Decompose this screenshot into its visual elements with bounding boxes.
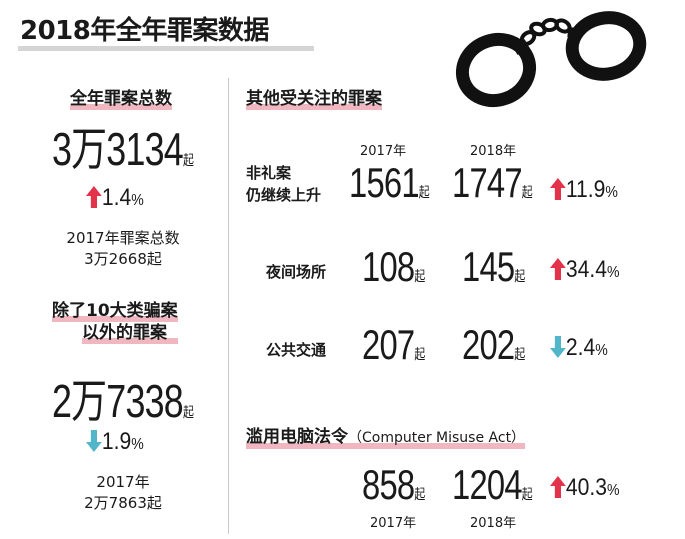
arrow-up-icon: [550, 476, 566, 498]
excl-value-wan: 2万: [52, 375, 107, 427]
excl-value: 2万7338起: [52, 378, 194, 424]
misuse-change-pct: 40.3: [565, 474, 607, 501]
row2-v2017: 108起: [362, 246, 425, 288]
row1-label-line1: 非礼案: [246, 164, 292, 182]
total-heading-box: 全年罪案总数: [70, 88, 172, 110]
pct-symbol: %: [606, 264, 620, 281]
excl-heading-line1: 除了10大类骗案: [52, 301, 178, 321]
misuse-v2018: 1204起: [452, 464, 533, 506]
total-change-symbol: %: [131, 192, 144, 209]
excl-value-digits: 7338: [106, 375, 183, 427]
row2-change: 34.4%: [550, 258, 619, 282]
row2-v2018-num: 145: [462, 243, 515, 290]
misuse-v2018-num: 1204: [452, 461, 523, 508]
pct-symbol: %: [595, 342, 608, 359]
row1-v2017: 1561起: [349, 162, 430, 204]
row3-v2018-num: 202: [462, 321, 515, 368]
unit: 起: [414, 269, 426, 285]
row2-v2018: 145起: [462, 246, 525, 288]
total-heading: 全年罪案总数: [70, 89, 172, 109]
excl-change-symbol: %: [131, 436, 144, 453]
total-value-unit: 起: [182, 153, 194, 169]
row1-v2018: 1747起: [452, 162, 533, 204]
total-prev-value: 3万2668起: [84, 250, 162, 268]
misuse-heading-box: 滥用电脑法令（Computer Misuse Act）: [246, 426, 526, 449]
handcuffs-icon: [455, 11, 647, 107]
row3-label: 公共交通: [266, 341, 327, 359]
arrow-up-icon: [550, 178, 566, 200]
row1-v2017-num: 1561: [349, 159, 420, 206]
excl-change: 1.9%: [86, 430, 144, 454]
year-2018-label: 2018年: [470, 144, 517, 159]
arrow-down-icon: [550, 336, 566, 358]
arrow-up-icon: [86, 186, 102, 208]
misuse-year-2018: 2018年: [470, 516, 517, 531]
arrow-up-icon: [550, 258, 566, 280]
misuse-year-2017: 2017年: [370, 516, 417, 531]
excl-prev-label: 2017年: [96, 473, 150, 491]
total-change-pct: 1.4: [101, 184, 132, 211]
total-change: 1.4%: [86, 186, 144, 210]
misuse-v2017: 858起: [362, 464, 425, 506]
row2-label: 夜间场所: [266, 263, 327, 281]
unit: 起: [414, 487, 426, 503]
row1-label-line2: 仍继续上升: [246, 186, 322, 204]
row3-change-pct: 2.4: [565, 334, 596, 361]
row1-v2018-num: 1747: [452, 159, 523, 206]
misuse-v2017-num: 858: [362, 461, 415, 508]
excl-heading-box: 除了10大类骗案 以外的罪案: [52, 300, 178, 344]
misuse-heading-en: （Computer Misuse Act）: [348, 430, 526, 446]
excl-heading-line2: 以外的罪案: [82, 323, 167, 343]
row3-change: 2.4%: [550, 336, 608, 360]
unit: 起: [521, 487, 533, 503]
row2-change-pct: 34.4: [565, 256, 607, 283]
unit: 起: [514, 269, 526, 285]
right-heading-box: 其他受关注的罪案: [246, 88, 382, 110]
right-heading: 其他受关注的罪案: [246, 89, 382, 109]
misuse-heading-cn: 滥用电脑法令: [246, 427, 348, 447]
unit: 起: [514, 347, 526, 363]
unit: 起: [414, 347, 426, 363]
row3-v2018: 202起: [462, 324, 525, 366]
total-value-digits: 3134: [106, 123, 183, 175]
pct-symbol: %: [605, 184, 618, 201]
excl-heading-line2-wrap: 以外的罪案: [82, 322, 178, 344]
row1-change-pct: 11.9: [565, 176, 606, 203]
excl-value-unit: 起: [182, 405, 194, 421]
excl-change-pct: 1.9: [101, 428, 132, 455]
row2-v2017-num: 108: [362, 243, 415, 290]
misuse-heading: 滥用电脑法令（Computer Misuse Act）: [246, 426, 525, 449]
unit: 起: [521, 185, 533, 201]
total-prev-label: 2017年罪案总数: [66, 229, 180, 247]
arrow-down-icon: [86, 430, 102, 452]
row3-v2017: 207起: [362, 324, 425, 366]
excl-heading-line1-wrap: 除了10大类骗案: [52, 300, 178, 322]
pct-symbol: %: [606, 482, 620, 499]
misuse-change: 40.3%: [550, 476, 619, 500]
total-value-wan: 3万: [52, 123, 107, 175]
excl-prev-value: 2万7863起: [84, 494, 162, 512]
page-title: 2018年全年罪案数据: [20, 16, 269, 46]
column-divider: [228, 78, 229, 534]
year-2017-label: 2017年: [360, 144, 407, 159]
unit: 起: [418, 185, 430, 201]
title-underline: [18, 46, 314, 51]
row3-v2017-num: 207: [362, 321, 415, 368]
total-value: 3万3134起: [52, 126, 194, 172]
row1-change: 11.9%: [550, 178, 618, 202]
